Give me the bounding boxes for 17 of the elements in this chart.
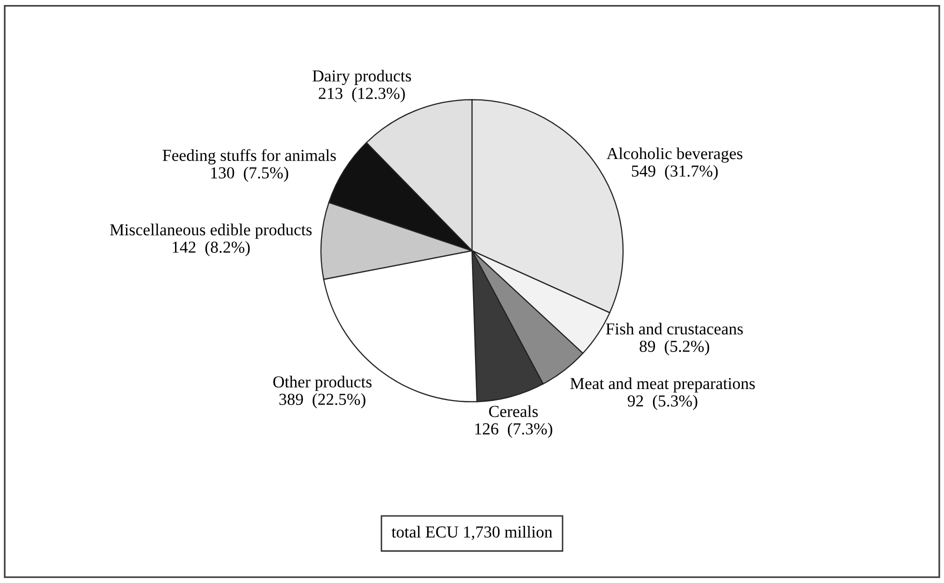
data-label: 389 (22.5%) — [279, 393, 366, 408]
slice-label: Other products — [273, 376, 372, 391]
data-label: 126 (7.3%) — [475, 422, 552, 438]
data-label: 89 (5.2%) — [640, 340, 710, 356]
slice-label: Fish and crustaceans — [606, 322, 743, 335]
data-label: 130 (7.5%) — [211, 166, 288, 182]
data-label: 92 (5.3%) — [628, 394, 698, 410]
slice-label: Meat and meat preparations — [570, 377, 755, 393]
slice-label: Alcoholic beverages — [606, 147, 742, 163]
data-label: 549 (31.7%) — [632, 164, 718, 180]
data-label: 142 (8.2%) — [172, 241, 250, 256]
slice-label: Cereals — [489, 405, 538, 418]
slice-label: Feeding stuffs for animals — [162, 149, 336, 164]
slice-label: Dairy products — [312, 70, 411, 85]
text: total ECU 1,730 million — [392, 526, 552, 540]
slice-label: Miscellaneous edible products — [110, 224, 312, 239]
data-label: 213 (12.3%) — [318, 87, 405, 102]
